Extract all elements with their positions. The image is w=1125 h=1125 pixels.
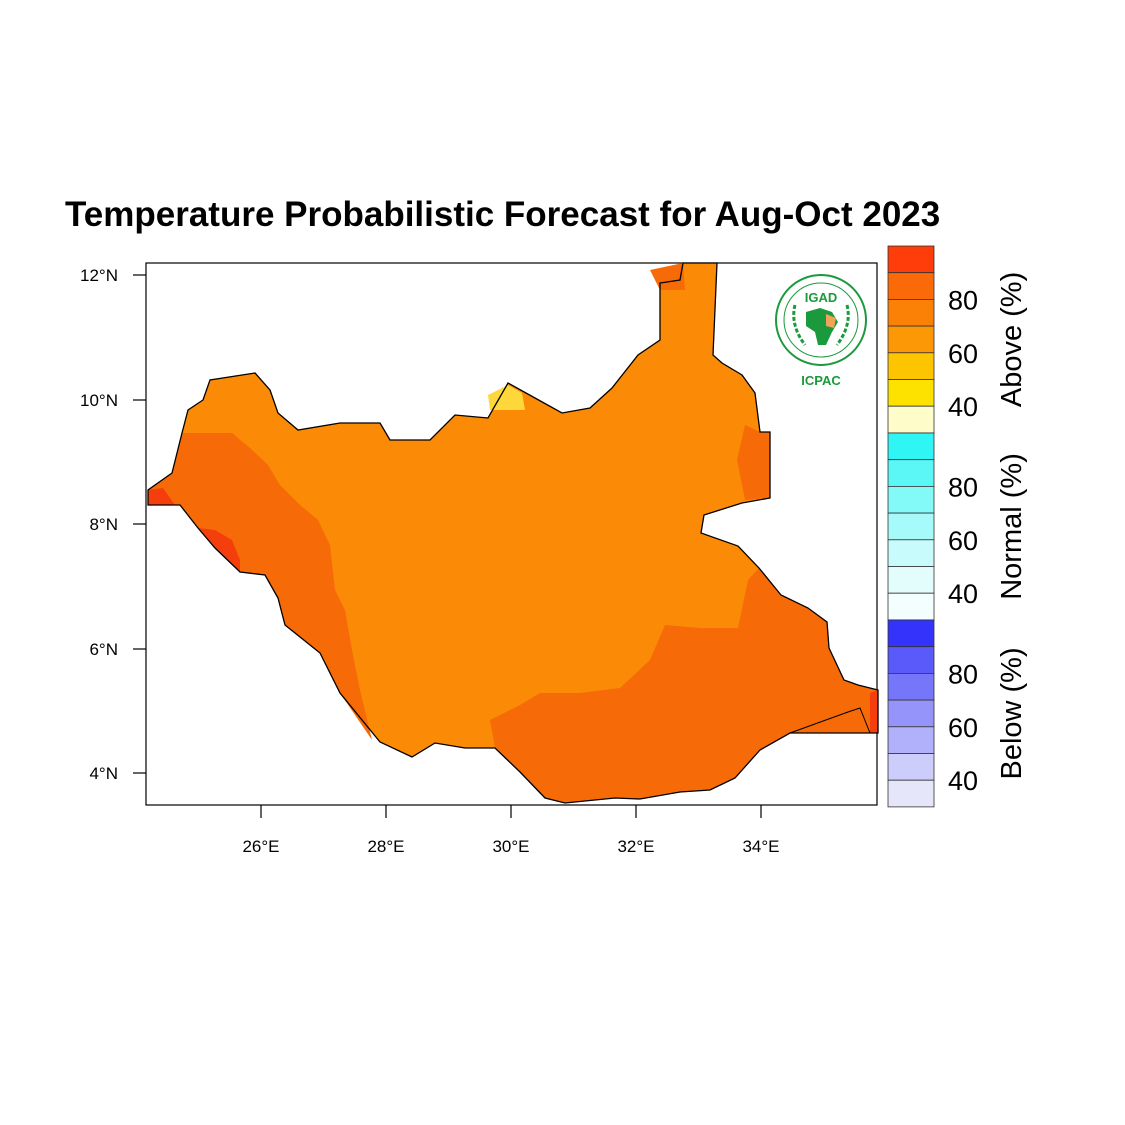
- colorbar-segment: [887, 592, 935, 621]
- colorbar-segment: [887, 726, 935, 754]
- lon-tick-label: 32°E: [617, 837, 654, 856]
- country-region: [147, 262, 879, 804]
- logo-bottom-text: ICPAC: [801, 373, 841, 388]
- colorbar-segment: [887, 459, 935, 487]
- colorbar-segment: [887, 485, 935, 514]
- colorbar-segment: [887, 432, 935, 461]
- colorbar-tick-label: 40: [948, 392, 978, 422]
- colorbar-segment: [887, 298, 935, 327]
- colorbar-0: 80 60 40 Above (%): [887, 245, 1028, 434]
- colorbar-segment: [887, 272, 935, 300]
- colorbar-title: Above (%): [996, 272, 1028, 407]
- lon-tick-label: 30°E: [492, 837, 529, 856]
- colorbar-tick-label: 40: [948, 579, 978, 609]
- colorbar-segment: [887, 699, 935, 728]
- lon-axis: 26°E 28°E 30°E 32°E 34°E: [242, 805, 780, 856]
- colorbar-tick-label: 80: [948, 659, 978, 689]
- zone-70-80-west: [148, 433, 372, 740]
- border-line-southeast: [789, 707, 871, 734]
- lat-tick-label: 10°N: [80, 391, 118, 410]
- logo-top-text: IGAD: [805, 290, 838, 305]
- colorbar-segment: [887, 405, 935, 434]
- colorbar-segment: [887, 566, 935, 594]
- lat-tick-label: 6°N: [89, 640, 118, 659]
- zone-70-80-north: [650, 263, 685, 290]
- laurel-right-icon: [835, 304, 850, 346]
- colorbar-segment: [887, 539, 935, 567]
- colorbar-2: 80 60 40 Below (%): [887, 619, 1028, 808]
- colorbar-segment: [887, 673, 935, 701]
- colorbar-title: Below (%): [996, 647, 1028, 779]
- colorbar-segment: [887, 646, 935, 674]
- lat-axis: 12°N 10°N 8°N 6°N 4°N: [80, 266, 146, 783]
- zone-70-80-southeast: [490, 568, 878, 803]
- zone-80-plus-east: [870, 690, 878, 733]
- zone-80-plus-southwest: [198, 528, 240, 572]
- colorbar-segment: [887, 245, 935, 274]
- colorbar-tick-label: 80: [948, 472, 978, 502]
- zone-40-50-north: [488, 385, 525, 410]
- colorbar-tick-label: 60: [948, 713, 978, 743]
- lat-tick-label: 12°N: [80, 266, 118, 285]
- colorbar-tick-label: 60: [948, 339, 978, 369]
- colorbar-tick-label: 60: [948, 526, 978, 556]
- lon-tick-label: 28°E: [367, 837, 404, 856]
- colorbar-segment: [887, 512, 935, 541]
- colorbar-tick-label: 40: [948, 766, 978, 796]
- colorbar-segment: [887, 352, 935, 380]
- colorbar-1: 80 60 40 Normal (%): [887, 432, 1028, 621]
- laurel-left-icon: [792, 304, 807, 346]
- colorbar-legend: 80 60 40 Above (%) 80 60 40 Normal (%) 80 60 40 Bel…: [887, 245, 1028, 808]
- colorbar-segment: [887, 753, 935, 781]
- colorbar-segment: [887, 619, 935, 648]
- lon-tick-label: 34°E: [742, 837, 779, 856]
- igad-icpac-logo: IGAD ICPAC: [775, 274, 867, 388]
- lat-tick-label: 8°N: [89, 515, 118, 534]
- zone-80-plus-west: [148, 488, 175, 505]
- country-boundary: [147, 262, 879, 804]
- colorbar-segment: [887, 325, 935, 354]
- horn-region-icon: [826, 314, 836, 328]
- map-title: Temperature Probabilistic Forecast for A…: [65, 195, 941, 234]
- lon-tick-label: 26°E: [242, 837, 279, 856]
- zone-70-80-east: [737, 425, 770, 500]
- lat-tick-label: 4°N: [89, 764, 118, 783]
- colorbar-title: Normal (%): [996, 453, 1028, 600]
- colorbar-segment: [887, 379, 935, 407]
- colorbar-tick-label: 80: [948, 285, 978, 315]
- colorbar-segment: [887, 779, 935, 808]
